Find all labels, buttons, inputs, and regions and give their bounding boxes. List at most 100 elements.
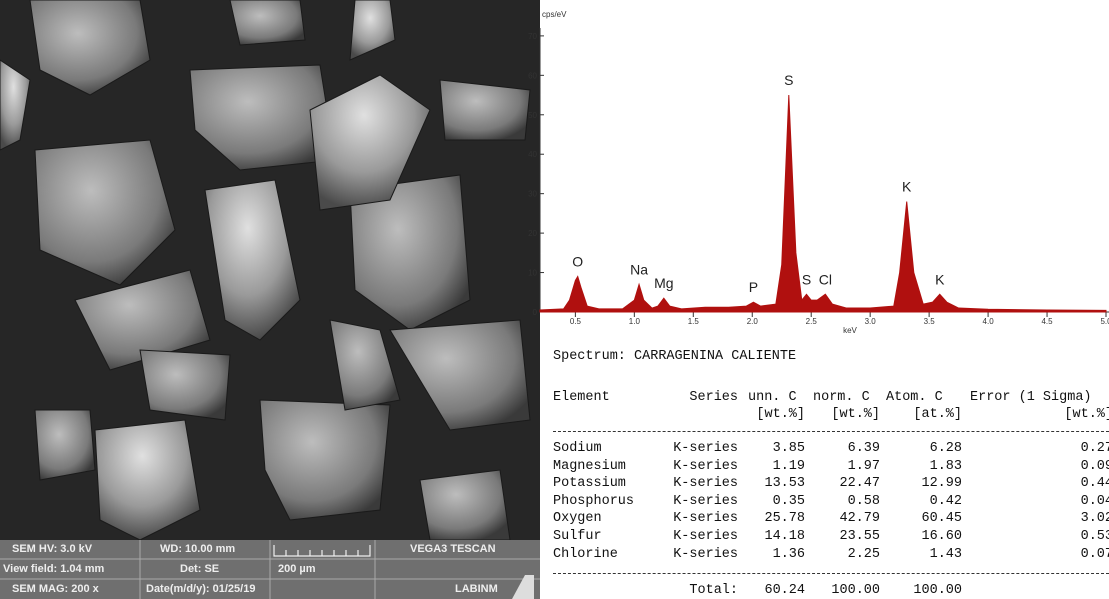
table-cell: 1.19 [772, 458, 805, 474]
total-cell: 100.00 [831, 583, 880, 598]
total-cell: 100.00 [913, 583, 962, 598]
x-tick-label: 3.5 [924, 317, 936, 326]
spectrum-area [539, 95, 1107, 313]
x-tick-label: 1.0 [629, 317, 641, 326]
column-header: Atom. C [886, 390, 943, 405]
column-unit: [wt.%] [831, 407, 880, 422]
view-field: View field: 1.04 mm [3, 563, 105, 575]
total-cell: 60.24 [764, 583, 805, 598]
table-cell: K-series [673, 493, 738, 509]
date: Date(m/d/y): 01/25/19 [146, 583, 256, 595]
peak-label: K [935, 271, 945, 287]
table-cell: 0.44 [1080, 476, 1109, 492]
chart: cps/eV keV 0 10 20 30 40 50 60 70 0.5 1.0 1.5 2.0 2.… [528, 10, 1109, 335]
peak-label: Na [630, 261, 648, 277]
y-tick-label: 70 [528, 32, 537, 41]
peak-label: S [802, 271, 811, 287]
scale: 200 µm [278, 563, 316, 575]
table-cell: Sulfur [553, 529, 602, 544]
scale-bar [273, 545, 371, 557]
spectrum-title: Spectrum: CARRAGENINA CALIENTE [553, 349, 797, 364]
table-cell: 16.60 [921, 529, 962, 544]
x-tick-label: 4.5 [1041, 317, 1053, 326]
table-cell: 1.83 [929, 458, 962, 474]
column-header: Element [553, 390, 610, 405]
table-cell: 25.78 [764, 511, 805, 527]
table-cell: 2.25 [847, 546, 880, 562]
peak-label: K [902, 179, 912, 195]
y-tick-label: 40 [528, 150, 537, 159]
table-cell: 0.09 [1080, 458, 1109, 474]
table-cell: 6.39 [847, 441, 880, 456]
lab: LABINM [455, 583, 498, 595]
table-cell: Chlorine [553, 546, 618, 562]
detector: Det: SE [180, 563, 220, 575]
sem-image [0, 0, 540, 599]
table-cell: 1.97 [847, 458, 880, 474]
table-cell: 6.28 [929, 441, 962, 456]
table-cell: 23.55 [839, 529, 880, 544]
table-cell: K-series [673, 441, 738, 456]
separator [553, 573, 1109, 574]
table-cell: 12.99 [921, 476, 962, 492]
table-cell: 0.53 [1080, 529, 1109, 544]
column-header: unn. C [748, 390, 797, 405]
table-cell: 60.45 [921, 511, 962, 527]
y-tick-label: 30 [528, 190, 537, 199]
total-cell: Total: [689, 583, 738, 598]
y-tick-label: 10 [528, 269, 537, 278]
table-cell: 3.85 [772, 441, 805, 456]
table-cell: K-series [673, 529, 738, 544]
column-unit: [at.%] [913, 407, 962, 422]
separator [553, 431, 1109, 432]
table-cell: 1.43 [929, 546, 962, 562]
brand: VEGA3 TESCAN [410, 543, 496, 555]
y-tick-label: 60 [528, 71, 537, 80]
x-tick-label: 4.0 [983, 317, 995, 326]
table-cell: K-series [673, 476, 738, 492]
table-cell: K-series [673, 458, 738, 474]
table-cell: Magnesium [553, 458, 626, 474]
table-cell: Potassium [553, 476, 626, 492]
peak-label: Cl [819, 271, 832, 287]
table-cell: 0.27 [1080, 441, 1109, 456]
table-cell: 22.47 [839, 476, 880, 492]
column-header: norm. C [813, 390, 870, 405]
peak-label: O [572, 254, 583, 270]
mag: SEM MAG: 200 x [12, 583, 99, 595]
column-unit: [wt.%] [756, 407, 805, 422]
table-cell: 14.18 [764, 529, 805, 544]
column-unit: [wt.%] [1064, 407, 1109, 422]
x-tick-label: 1.5 [688, 317, 700, 326]
peak-label: Mg [654, 275, 673, 291]
y-tick-label: 50 [528, 111, 537, 120]
x-tick-label: 0.5 [570, 317, 582, 326]
table-cell: K-series [673, 511, 738, 527]
wd: WD: 10.00 mm [160, 543, 236, 555]
table-cell: 1.36 [772, 546, 805, 562]
x-tick-label: 5.0 [1100, 317, 1109, 326]
table-cell: Oxygen [553, 511, 602, 527]
peak-label: P [749, 279, 758, 295]
table-cell: 0.35 [772, 493, 805, 509]
x-tick-label: 2.0 [747, 317, 759, 326]
column-header: Error (1 Sigma) [970, 390, 1092, 405]
y-tick-label: 20 [528, 229, 537, 238]
table-cell: 13.53 [764, 476, 805, 492]
table-cell: 0.58 [847, 493, 880, 509]
x-tick-label: 2.5 [806, 317, 818, 326]
table-cell: 0.42 [929, 493, 962, 509]
x-axis-label: keV [843, 326, 857, 335]
table-cell: 42.79 [839, 511, 880, 527]
table-cell: 0.07 [1080, 546, 1109, 562]
table-cell: Sodium [553, 441, 602, 456]
y-axis-label: cps/eV [542, 10, 567, 19]
table-cell: 3.02 [1080, 511, 1109, 527]
hv: SEM HV: 3.0 kV [12, 543, 93, 555]
peak-label: S [784, 72, 793, 88]
y-tick-label: 0 [533, 308, 538, 317]
table-cell: K-series [673, 546, 738, 562]
table-cell: Phosphorus [553, 493, 635, 509]
x-tick-label: 3.0 [865, 317, 877, 326]
